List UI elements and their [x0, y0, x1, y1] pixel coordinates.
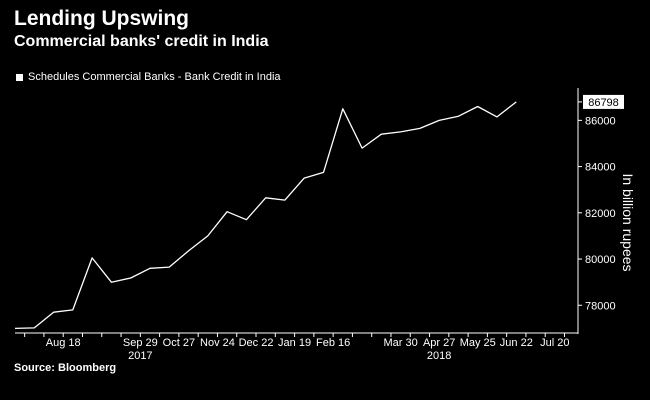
chart-subtitle: Commercial banks' credit in India — [14, 33, 269, 50]
x-tick-label: May 25 — [460, 337, 496, 349]
last-value-flag — [583, 94, 624, 109]
y-tick-label: 84000 — [585, 162, 616, 174]
legend-label: Schedules Commercial Banks - Bank Credit… — [28, 71, 281, 83]
x-year-label: 2018 — [427, 350, 451, 362]
chart-title: Lending Upswing — [14, 7, 189, 30]
y-tick-label: 82000 — [585, 208, 616, 220]
x-tick-label: Sep 29 — [123, 337, 158, 349]
x-tick-label: Mar 30 — [383, 337, 417, 349]
series-line — [14, 101, 517, 330]
chart-legend: Schedules Commercial Banks - Bank Credit… — [16, 71, 281, 83]
chart-source: Source: Bloomberg — [14, 362, 117, 374]
y-axis-label: In billion rupees — [620, 173, 636, 271]
x-tick-label: Jan 19 — [278, 337, 311, 349]
y-tick-label: 80000 — [585, 254, 616, 266]
x-tick-label: Apr 27 — [423, 337, 455, 349]
legend-swatch — [16, 73, 23, 81]
x-tick-label: Dec 22 — [239, 337, 274, 349]
x-tick-label: Aug 18 — [46, 337, 81, 349]
x-tick-label: Feb 16 — [316, 337, 350, 349]
x-tick-label: Nov 24 — [200, 337, 235, 349]
last-value-label: 86798 — [588, 97, 619, 109]
y-tick-label: 78000 — [585, 300, 616, 312]
x-year-label: 2017 — [128, 350, 152, 362]
y-tick-label: 86000 — [585, 115, 616, 127]
x-tick-label: Jun 22 — [500, 337, 533, 349]
x-tick-label: Jul 20 — [540, 337, 569, 349]
x-tick-label: Oct 27 — [163, 337, 195, 349]
